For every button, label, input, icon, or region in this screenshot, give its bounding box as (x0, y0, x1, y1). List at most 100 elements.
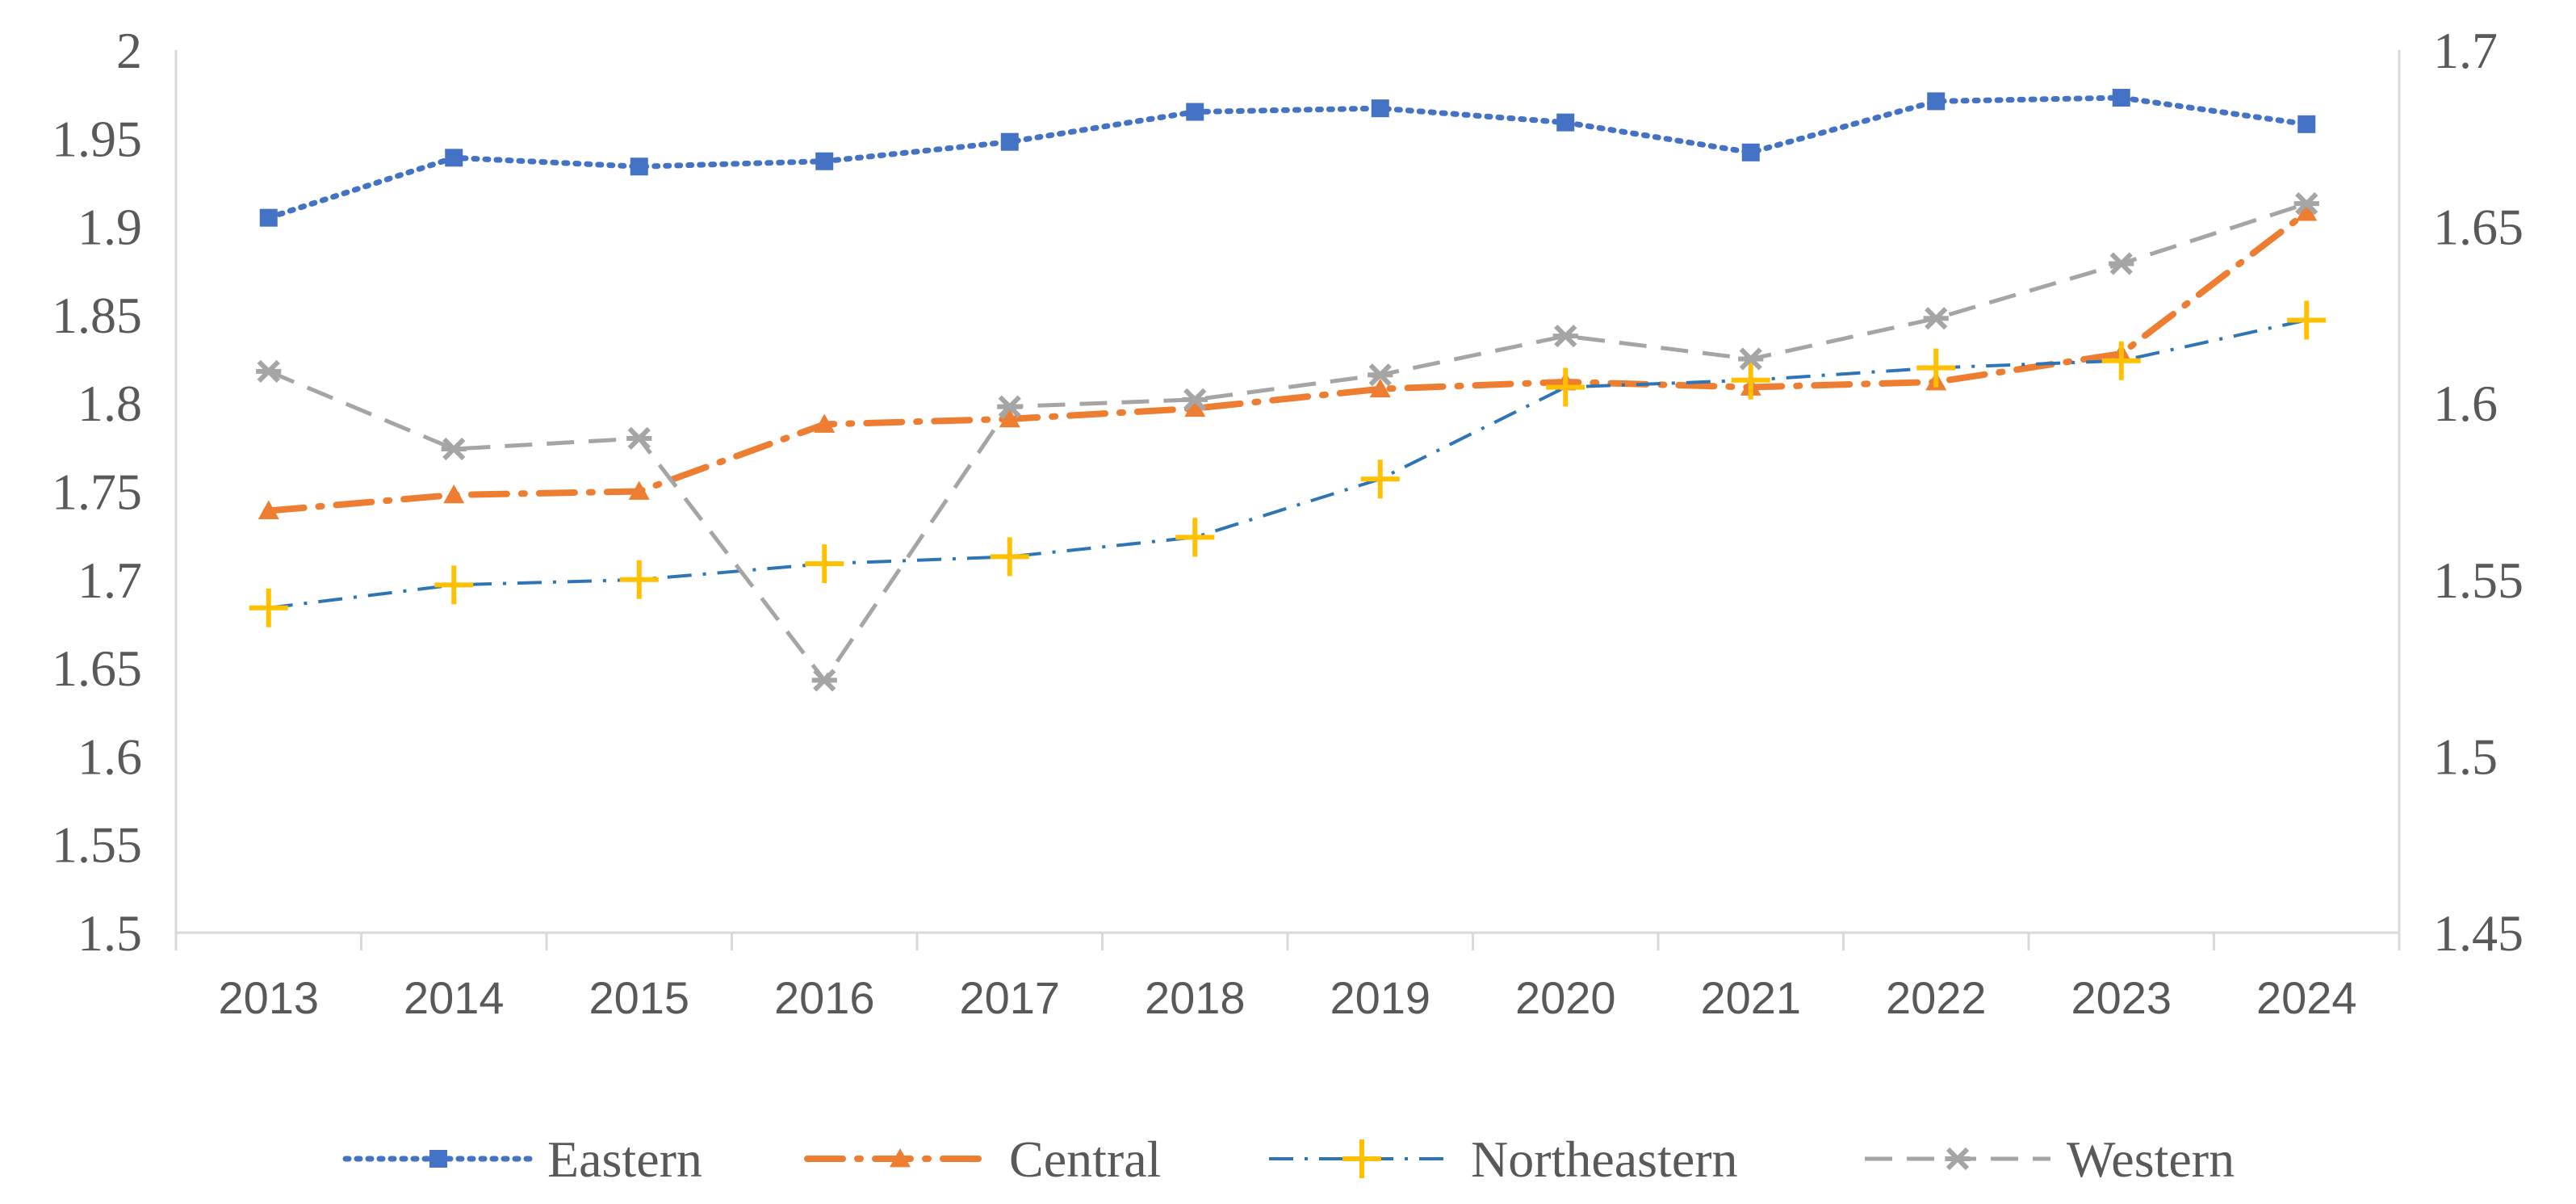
x-tick-label: 2019 (1330, 972, 1430, 1023)
series-group (249, 89, 2327, 692)
y-tick-label: 1.5 (77, 904, 142, 962)
data-point-western (811, 669, 837, 692)
y2-tick-label: 1.55 (2433, 552, 2524, 609)
data-point-eastern (259, 208, 278, 227)
series-northeastern (249, 300, 2327, 627)
data-point-eastern (630, 157, 648, 176)
data-point-western (1552, 325, 1578, 348)
y-tick-label: 1.7 (77, 552, 142, 609)
y-tick-label: 1.55 (52, 816, 142, 874)
series-line-central (265, 209, 2310, 514)
legend-swatch-marker (890, 1148, 911, 1168)
series-line-northeastern (268, 318, 2307, 610)
series-line-eastern (266, 94, 2310, 221)
data-point-western (1368, 363, 1393, 387)
data-point-northeastern (1546, 367, 1585, 407)
x-tick-label: 2016 (774, 972, 875, 1023)
x-tick-label: 2020 (1515, 972, 1616, 1023)
data-point-central (628, 480, 650, 500)
series-western (256, 192, 2319, 692)
series-central (258, 202, 2318, 519)
data-point-western (441, 437, 467, 461)
legend-item-eastern: Eastern (342, 1131, 702, 1188)
data-point-eastern (815, 152, 834, 170)
y-tick-label: 1.65 (52, 640, 142, 697)
x-tick-label: 2023 (2071, 972, 2172, 1023)
data-point-eastern (2297, 115, 2316, 133)
left-axis-ticks: 1.5 1.55 1.6 1.65 1.7 1.75 1.8 1.85 1.9 1.95 2 (52, 22, 142, 962)
data-point-central (814, 413, 836, 433)
y-tick-label: 1.75 (52, 464, 142, 521)
y2-tick-label: 1.7 (2433, 22, 2498, 79)
data-point-northeastern (1360, 459, 1400, 499)
data-point-central (2296, 202, 2318, 221)
data-point-eastern (1927, 92, 1946, 111)
data-point-northeastern (805, 544, 844, 584)
legend-label: Northeastern (1471, 1131, 1738, 1188)
y2-tick-label: 1.6 (2433, 375, 2498, 432)
y2-tick-label: 1.5 (2433, 728, 2498, 785)
x-tick-label: 2014 (404, 972, 505, 1023)
data-point-western (1923, 307, 1949, 330)
data-point-eastern (445, 149, 463, 167)
x-tick-label: 2024 (2256, 972, 2357, 1023)
data-point-western (256, 359, 282, 383)
y-tick-label: 1.9 (77, 199, 142, 256)
legend-swatch-marker (429, 1150, 447, 1168)
data-point-northeastern (434, 565, 474, 605)
data-point-northeastern (619, 560, 659, 599)
data-point-central (1184, 397, 1206, 417)
legend-label: Eastern (547, 1131, 702, 1188)
data-point-northeastern (1916, 348, 1956, 388)
data-point-western (1182, 388, 1208, 411)
y-tick-label: 1.95 (52, 110, 142, 167)
data-point-northeastern (2287, 300, 2327, 340)
legend: Eastern Central Northeastern Western (342, 1131, 2235, 1188)
y-tick-label: 1.6 (77, 728, 142, 785)
legend-swatch-marker (1342, 1139, 1381, 1178)
legend-label: Central (1009, 1131, 1161, 1188)
x-tick-label: 2022 (1886, 972, 1987, 1023)
data-point-northeastern (2101, 341, 2141, 380)
axes (174, 50, 2401, 950)
legend-item-central: Central (804, 1131, 1161, 1188)
y2-tick-label: 1.65 (2433, 199, 2524, 256)
data-point-northeastern (1731, 360, 1770, 400)
data-point-eastern (1371, 99, 1389, 118)
data-point-western (2293, 192, 2319, 216)
x-tick-label: 2017 (959, 972, 1060, 1023)
x-tick-label: 2013 (218, 972, 319, 1023)
data-point-eastern (2112, 89, 2130, 107)
legend-item-northeastern: Northeastern (1269, 1131, 1738, 1188)
data-point-northeastern (990, 537, 1029, 577)
data-point-eastern (1000, 132, 1019, 151)
series-eastern (259, 89, 2316, 227)
data-point-eastern (1556, 113, 1575, 132)
data-point-eastern (1741, 143, 1760, 162)
data-point-northeastern (1175, 518, 1215, 557)
data-point-western (1738, 347, 1764, 371)
data-point-western (2109, 252, 2134, 275)
data-point-western (997, 395, 1023, 418)
legend-swatch-marker (1945, 1147, 1971, 1171)
data-point-eastern (1186, 103, 1204, 121)
legend-item-western: Western (1865, 1131, 2235, 1188)
data-point-western (626, 426, 652, 451)
legend-label: Western (2067, 1131, 2235, 1188)
x-tick-label: 2015 (589, 972, 689, 1023)
data-point-northeastern (249, 588, 288, 627)
right-axis-ticks: 1.45 1.5 1.55 1.6 1.65 1.7 (2433, 22, 2524, 962)
data-point-central (999, 408, 1020, 428)
y-tick-label: 1.85 (52, 287, 142, 344)
y-tick-label: 2 (116, 22, 142, 79)
series-line-western (267, 201, 2308, 682)
x-tick-label: 2021 (1700, 972, 1801, 1023)
data-point-central (258, 500, 279, 519)
x-axis-ticks: 2013 2014 2015 2016 2017 2018 2019 2020 2021 2022… (218, 972, 2356, 1023)
data-point-central (1369, 378, 1391, 398)
y2-tick-label: 1.45 (2433, 904, 2524, 962)
x-tick-label: 2018 (1145, 972, 1246, 1023)
data-point-central (443, 484, 465, 504)
y-tick-label: 1.8 (77, 375, 142, 432)
